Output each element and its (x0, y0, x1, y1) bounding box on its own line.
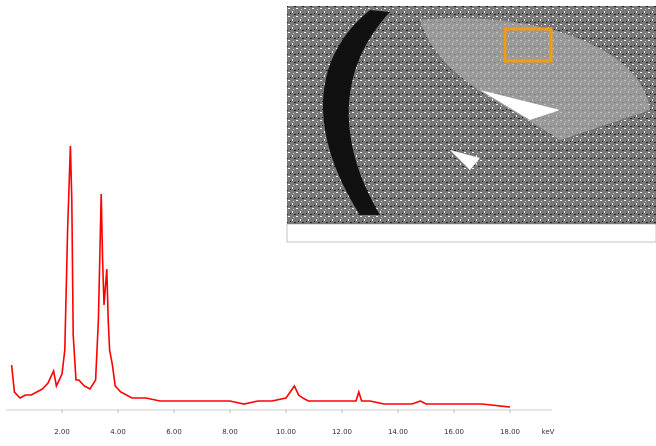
x-tick-label: 12.00 (332, 428, 352, 436)
x-tick-label: 16.00 (444, 428, 464, 436)
x-tick-label: 8.00 (222, 428, 238, 436)
sem-image (286, 6, 656, 243)
x-tick-label: 18.00 (500, 428, 520, 436)
x-tick-label: 4.00 (110, 428, 126, 436)
x-tick-label: 6.00 (166, 428, 182, 436)
x-tick-label: 2.00 (54, 428, 70, 436)
x-tick-label: 10.00 (276, 428, 296, 436)
spectrum-line (10, 145, 511, 408)
x-axis-label: keV (542, 428, 555, 436)
x-tick-label: 14.00 (388, 428, 408, 436)
